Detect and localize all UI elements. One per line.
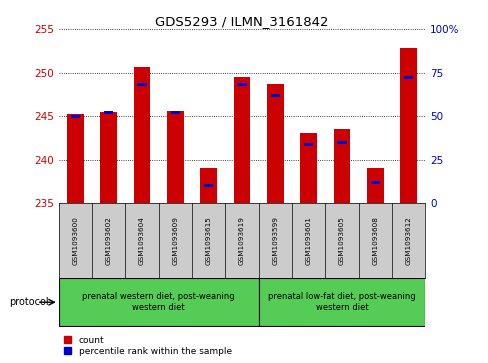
Text: GSM1093602: GSM1093602 (105, 216, 111, 265)
Bar (304, 143, 313, 146)
Bar (400, 48, 416, 203)
Bar (337, 141, 346, 144)
Bar (167, 111, 183, 203)
Bar (237, 83, 246, 86)
Bar (333, 129, 350, 203)
Text: GSM1093608: GSM1093608 (372, 216, 378, 265)
Bar (200, 168, 217, 203)
Text: GSM1093619: GSM1093619 (239, 216, 244, 265)
Bar (59, 278, 258, 326)
Bar (233, 77, 250, 203)
Bar (370, 181, 379, 184)
Bar (300, 133, 316, 203)
Bar (67, 114, 83, 203)
Text: GSM1093600: GSM1093600 (72, 216, 78, 265)
Text: GSM1093609: GSM1093609 (172, 216, 178, 265)
Text: GSM1093612: GSM1093612 (405, 216, 411, 265)
Text: GSM1093615: GSM1093615 (205, 216, 211, 265)
Bar (366, 168, 383, 203)
Text: GSM1093601: GSM1093601 (305, 216, 311, 265)
Title: GDS5293 / ILMN_3161842: GDS5293 / ILMN_3161842 (155, 15, 328, 28)
Legend: count, percentile rank within the sample: count, percentile rank within the sample (63, 335, 232, 356)
Bar (258, 278, 425, 326)
Bar (203, 184, 213, 187)
Bar (133, 68, 150, 203)
Bar (404, 76, 412, 79)
Text: GSM1093605: GSM1093605 (338, 216, 345, 265)
Text: prenatal western diet, post-weaning
western diet: prenatal western diet, post-weaning west… (82, 293, 235, 312)
Text: GSM1093604: GSM1093604 (139, 216, 145, 265)
Text: protocol: protocol (9, 297, 49, 307)
Bar (71, 115, 80, 118)
Bar (104, 111, 113, 114)
Text: GSM1093599: GSM1093599 (272, 216, 278, 265)
Text: prenatal low-fat diet, post-weaning
western diet: prenatal low-fat diet, post-weaning west… (268, 293, 415, 312)
Bar (270, 94, 280, 97)
Bar (100, 112, 117, 203)
Bar (137, 83, 146, 86)
Bar (170, 111, 180, 114)
Bar (266, 84, 283, 203)
